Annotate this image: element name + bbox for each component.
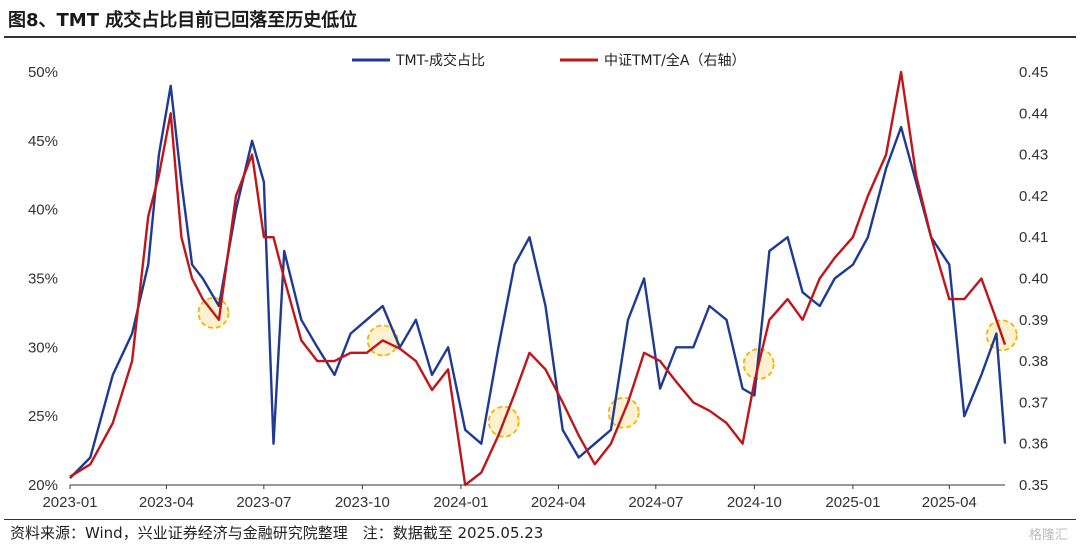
y-right-tick-label: 0.40 [1019, 271, 1048, 288]
chart-title: 图8、TMT 成交占比目前已回落至历史低位 [8, 10, 358, 31]
y-right-tick-label: 0.45 [1019, 64, 1048, 81]
y-right-tick-label: 0.37 [1019, 394, 1048, 411]
y-right-tick-label: 0.38 [1019, 353, 1048, 370]
source-note: 资料来源：Wind，兴业证券经济与金融研究院整理 注：数据截至 2025.05.… [10, 524, 544, 542]
y-right-tick-label: 0.43 [1019, 147, 1048, 164]
footer-divider [4, 519, 1076, 520]
series-line-2 [69, 70, 1007, 487]
x-tick-label: 2025-04 [922, 494, 977, 511]
title-divider [4, 36, 1076, 38]
y-right-tick-label: 0.42 [1019, 188, 1048, 205]
x-tick-label: 2023-10 [335, 494, 390, 511]
y-right-tick-label: 0.39 [1019, 312, 1048, 329]
watermark-logo: 格隆汇 [1028, 528, 1068, 543]
x-tick-label: 2024-04 [531, 494, 586, 511]
x-tick-label: 2023-01 [42, 494, 97, 511]
y-right-tick-label: 0.35 [1019, 477, 1048, 494]
x-tick-label: 2025-01 [825, 494, 880, 511]
legend-label: TMT-成交占比 [395, 52, 485, 69]
y-left-tick-label: 35% [28, 271, 58, 288]
y-left-tick-label: 40% [28, 202, 58, 219]
x-tick-label: 2024-01 [433, 494, 488, 511]
line-chart: 2023-01 2023-04 2023-07 2023-10 2024-01 2024-… [28, 52, 1048, 511]
x-tick-label: 2024-07 [628, 494, 683, 511]
x-tick-label: 2024-10 [727, 494, 782, 511]
x-tick-label: 2023-07 [236, 494, 291, 511]
y-right-tick-label: 0.41 [1019, 229, 1048, 246]
y-left-tick-label: 50% [28, 64, 58, 81]
y-right-tick-label: 0.44 [1019, 105, 1048, 122]
y-left-tick-label: 45% [28, 133, 58, 150]
series-line-1 [69, 84, 1007, 479]
y-right-tick-label: 0.36 [1019, 436, 1048, 453]
y-left-tick-label: 25% [28, 408, 58, 425]
y-left-tick-label: 20% [28, 477, 58, 494]
legend-label: 中证TMT/全A（右轴） [604, 52, 745, 69]
y-left-tick-label: 30% [28, 339, 58, 356]
x-tick-label: 2023-04 [139, 494, 194, 511]
